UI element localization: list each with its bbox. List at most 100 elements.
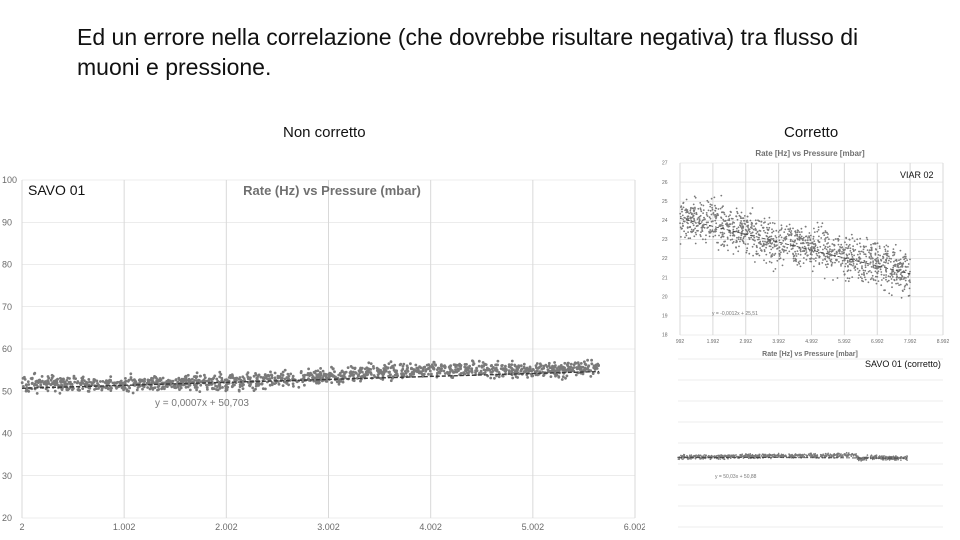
y-tick-label: 20 bbox=[662, 294, 668, 300]
data-point bbox=[830, 258, 833, 261]
data-point bbox=[840, 456, 843, 458]
data-point bbox=[797, 261, 800, 264]
data-point bbox=[825, 455, 828, 458]
data-point bbox=[291, 374, 295, 378]
data-point bbox=[824, 258, 827, 261]
data-point bbox=[763, 222, 765, 224]
data-point bbox=[563, 361, 567, 365]
data-point bbox=[212, 376, 216, 380]
data-point bbox=[782, 239, 785, 242]
data-point bbox=[705, 221, 708, 224]
data-point bbox=[799, 253, 802, 256]
data-point bbox=[807, 453, 810, 455]
data-point bbox=[848, 238, 851, 241]
data-point bbox=[800, 454, 803, 456]
data-point bbox=[97, 387, 100, 390]
data-point bbox=[768, 453, 771, 455]
data-point bbox=[837, 243, 840, 246]
data-point bbox=[885, 459, 887, 461]
data-point bbox=[303, 373, 307, 377]
data-point bbox=[215, 388, 218, 391]
data-point bbox=[754, 227, 757, 230]
data-point bbox=[865, 459, 868, 461]
data-points bbox=[679, 194, 911, 299]
data-point bbox=[542, 366, 546, 370]
data-point bbox=[908, 280, 910, 282]
data-point bbox=[778, 239, 781, 242]
data-point bbox=[704, 238, 707, 241]
data-point bbox=[825, 248, 828, 251]
data-point bbox=[507, 363, 511, 366]
data-point bbox=[795, 242, 798, 245]
data-point bbox=[767, 229, 770, 232]
data-point bbox=[501, 374, 505, 378]
data-point bbox=[468, 370, 471, 373]
data-point bbox=[723, 244, 726, 246]
data-point bbox=[700, 221, 703, 223]
data-point bbox=[818, 241, 821, 243]
data-point bbox=[714, 204, 716, 207]
data-point bbox=[198, 390, 202, 393]
data-point bbox=[852, 248, 854, 251]
data-point bbox=[714, 234, 717, 237]
data-point bbox=[224, 383, 228, 387]
data-point bbox=[875, 265, 877, 268]
data-point bbox=[414, 363, 418, 367]
data-point bbox=[695, 222, 697, 224]
data-point bbox=[337, 373, 341, 377]
data-point bbox=[872, 266, 875, 269]
data-points bbox=[20, 358, 600, 395]
data-point bbox=[892, 270, 894, 273]
data-point bbox=[826, 453, 829, 456]
data-point bbox=[770, 256, 772, 258]
data-point bbox=[836, 277, 839, 279]
data-point bbox=[146, 386, 150, 389]
data-point bbox=[830, 260, 832, 263]
data-point bbox=[813, 231, 816, 233]
data-point bbox=[823, 234, 826, 236]
data-point bbox=[903, 255, 906, 258]
data-point bbox=[883, 253, 885, 256]
y-tick-label: 24 bbox=[662, 218, 668, 224]
data-point bbox=[705, 241, 707, 244]
data-point bbox=[762, 227, 765, 229]
data-point bbox=[698, 218, 701, 220]
data-point bbox=[813, 265, 815, 268]
data-point bbox=[846, 277, 849, 279]
data-point bbox=[824, 255, 827, 258]
data-point bbox=[847, 269, 850, 271]
data-point bbox=[443, 372, 447, 375]
data-point bbox=[796, 231, 799, 234]
data-point bbox=[883, 274, 885, 276]
data-point bbox=[553, 365, 556, 369]
data-point bbox=[760, 243, 762, 246]
data-point bbox=[844, 280, 847, 282]
data-point bbox=[843, 454, 846, 456]
y-tick-label: 19 bbox=[662, 314, 668, 320]
data-point bbox=[694, 231, 697, 234]
data-point bbox=[286, 372, 290, 376]
data-point bbox=[281, 370, 285, 374]
data-point bbox=[851, 453, 853, 455]
data-point bbox=[900, 278, 903, 281]
y-tick-label: 21 bbox=[662, 275, 668, 281]
data-point bbox=[826, 256, 829, 259]
data-point bbox=[831, 249, 833, 251]
data-point bbox=[793, 455, 795, 457]
data-point bbox=[848, 452, 850, 454]
data-point bbox=[124, 377, 127, 380]
data-point bbox=[710, 458, 712, 460]
data-point bbox=[769, 453, 772, 456]
data-point bbox=[849, 250, 852, 252]
data-point bbox=[858, 242, 861, 245]
data-point bbox=[886, 257, 888, 259]
data-point bbox=[763, 217, 766, 220]
data-point bbox=[440, 364, 443, 368]
data-point bbox=[693, 209, 696, 212]
data-point bbox=[546, 368, 550, 371]
data-point bbox=[894, 263, 896, 266]
data-point bbox=[55, 378, 58, 382]
data-point bbox=[699, 202, 702, 204]
data-point bbox=[857, 277, 860, 279]
data-point bbox=[44, 380, 47, 383]
